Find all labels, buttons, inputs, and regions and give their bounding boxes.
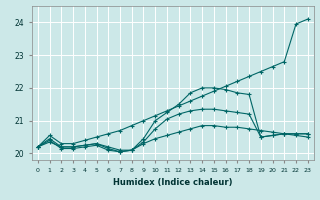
X-axis label: Humidex (Indice chaleur): Humidex (Indice chaleur)	[113, 178, 233, 187]
